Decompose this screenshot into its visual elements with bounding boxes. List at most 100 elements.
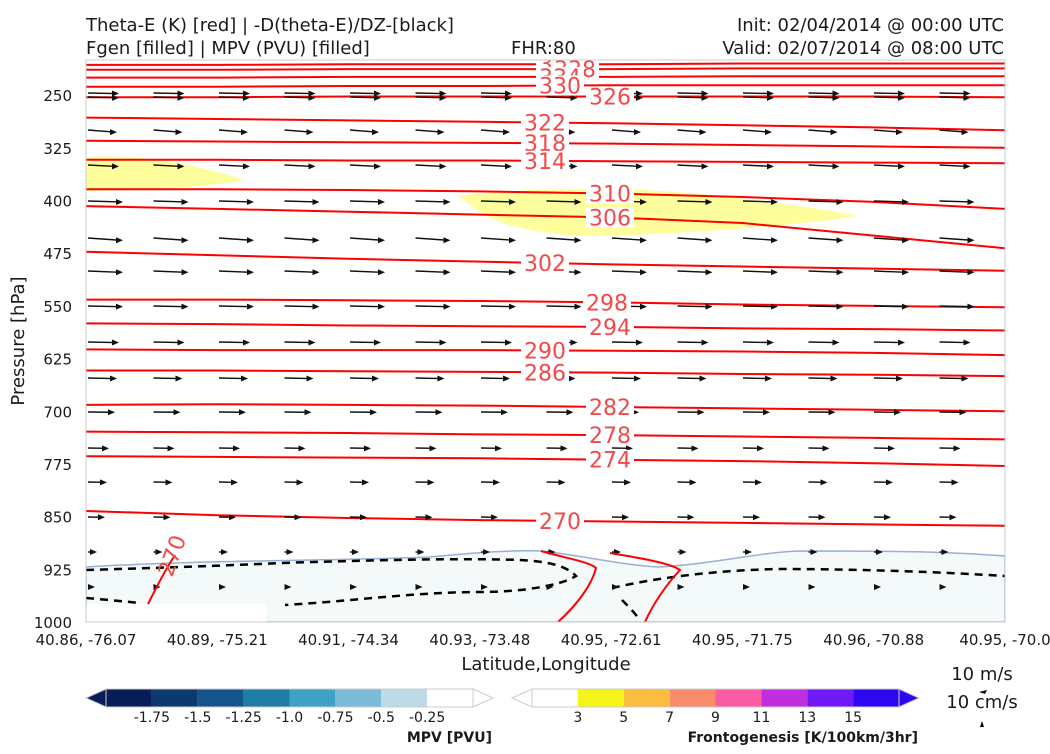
plot-area: 3423383343303263223183143103063022982942… (86, 53, 1005, 622)
wind-vector (481, 201, 513, 202)
wind-vector (219, 306, 251, 307)
mpv-colorbar: -1.75-1.5-1.25-1.0-0.75-0.5-0.25 (86, 689, 493, 726)
wind-vector (219, 93, 247, 94)
wind-vector (874, 97, 902, 98)
y-tick-label: 925 (43, 561, 72, 579)
mpv-colorbar-label: MPV [PVU] (407, 730, 492, 746)
wind-vector (940, 93, 968, 94)
theta-e-label-270: 270 (539, 510, 581, 535)
wind-vector (154, 201, 186, 202)
wind-vector (350, 97, 378, 98)
fgen-colorbar-cell (532, 689, 578, 707)
wind-vector (88, 201, 120, 202)
wind-vector (88, 93, 116, 94)
wind-vector (743, 97, 771, 98)
wind-vector (416, 201, 448, 202)
theta-e-label-282: 282 (589, 396, 631, 421)
wind-vector (547, 201, 579, 202)
x-tick-label: 40.95, -72.61 (561, 631, 662, 649)
mpv-fill-gap (86, 604, 266, 622)
wind-vector (416, 93, 444, 94)
y-axis-label: Pressure [hPa] (8, 276, 29, 405)
wind-vector (285, 342, 313, 343)
fgen-colorbar-tick-label: 5 (619, 710, 628, 726)
y-tick-label: 1000 (34, 614, 72, 632)
wind-vector (874, 201, 906, 202)
wind-vector (678, 201, 710, 202)
mpv-colorbar-cell (198, 689, 244, 707)
mpv-colorbar-cell (152, 689, 198, 707)
wind-vector (940, 201, 972, 202)
mpv-colorbar-extend-left (86, 689, 106, 707)
theta-e-label-274: 274 (589, 449, 631, 474)
fgen-colorbar-tick-label: 7 (665, 710, 674, 726)
header: Theta-E (K) [red] | -D(theta-E)/DZ-[blac… (85, 15, 1004, 59)
theta-e-label-294: 294 (589, 316, 631, 341)
wind-vector (350, 342, 378, 343)
wind-vector (809, 201, 841, 202)
mpv-colorbar-tick-label: -1.5 (184, 710, 211, 726)
wind-vector (481, 93, 509, 94)
theta-e-label-330: 330 (539, 75, 581, 100)
x-axis-label: Latitude,Longitude (461, 654, 630, 675)
wind-vector (350, 306, 382, 307)
x-tick-label: 40.89, -75.21 (167, 631, 268, 649)
wind-vector (874, 342, 902, 343)
wind-vector (743, 93, 771, 94)
wind-vector (88, 306, 120, 307)
fgen-colorbar-extend-right (899, 689, 919, 707)
mpv-colorbar-tick-label: -1.25 (226, 710, 262, 726)
y-tick-label: 625 (43, 351, 72, 369)
theta-e-label-326: 326 (589, 86, 631, 111)
wind-vector (809, 306, 841, 307)
wind-vector (743, 306, 775, 307)
vector-key-arrow-vertical (980, 721, 984, 727)
header-line2-left: Fgen [filled] | MPV (PVU) [filled] (86, 38, 370, 59)
wind-vector (481, 342, 509, 343)
fgen-colorbar-cell (761, 689, 807, 707)
mpv-colorbar-tick-label: -1.0 (276, 710, 303, 726)
fgen-colorbar-cell (578, 689, 624, 707)
header-line1-left: Theta-E (K) [red] | -D(theta-E)/DZ-[blac… (85, 15, 454, 36)
y-tick-label: 550 (43, 298, 72, 316)
wind-vector (285, 306, 317, 307)
wind-vector (678, 97, 706, 98)
y-tick-label: 400 (43, 193, 72, 211)
wind-vector (154, 342, 182, 343)
fgen-colorbar-cell (624, 689, 670, 707)
mpv-colorbar-cell (244, 689, 290, 707)
wind-vector (809, 97, 837, 98)
x-tick-label: 40.96, -70.88 (823, 631, 924, 649)
wind-vector (743, 201, 775, 202)
wind-vector (809, 342, 837, 343)
x-tick-label: 40.86, -76.07 (36, 631, 137, 649)
theta-e-label-314: 314 (524, 150, 566, 175)
header-init: Init: 02/04/2014 @ 00:00 UTC (737, 15, 1004, 36)
wind-vector (612, 342, 640, 343)
theta-e-label-302: 302 (524, 252, 566, 277)
y-tick-label: 775 (43, 456, 72, 474)
x-tick-label: 40.95, -71.75 (692, 631, 793, 649)
fgen-colorbar-tick-label: 9 (711, 710, 720, 726)
x-tick-label: 40.95, -70.0 (959, 631, 1050, 649)
vector-key-vertical: 10 cm/s (946, 692, 1018, 713)
theta-e-label-310: 310 (589, 182, 631, 207)
y-tick-label: 475 (43, 245, 72, 263)
mpv-colorbar-tick-label: -0.75 (317, 710, 353, 726)
wind-vector (874, 306, 906, 307)
wind-vector (678, 93, 706, 94)
wind-vector (154, 306, 186, 307)
wind-vector (940, 97, 968, 98)
wind-vector (940, 342, 968, 343)
theta-e-label-278: 278 (589, 424, 631, 449)
wind-vector (285, 201, 317, 202)
theta-e-label-306: 306 (589, 206, 631, 231)
wind-vector (481, 306, 513, 307)
wind-vector (88, 342, 116, 343)
mpv-colorbar-cell (335, 689, 381, 707)
wind-vector (154, 93, 182, 94)
fgen-colorbar-cell (853, 689, 899, 707)
fgen-colorbar-cell (670, 689, 716, 707)
